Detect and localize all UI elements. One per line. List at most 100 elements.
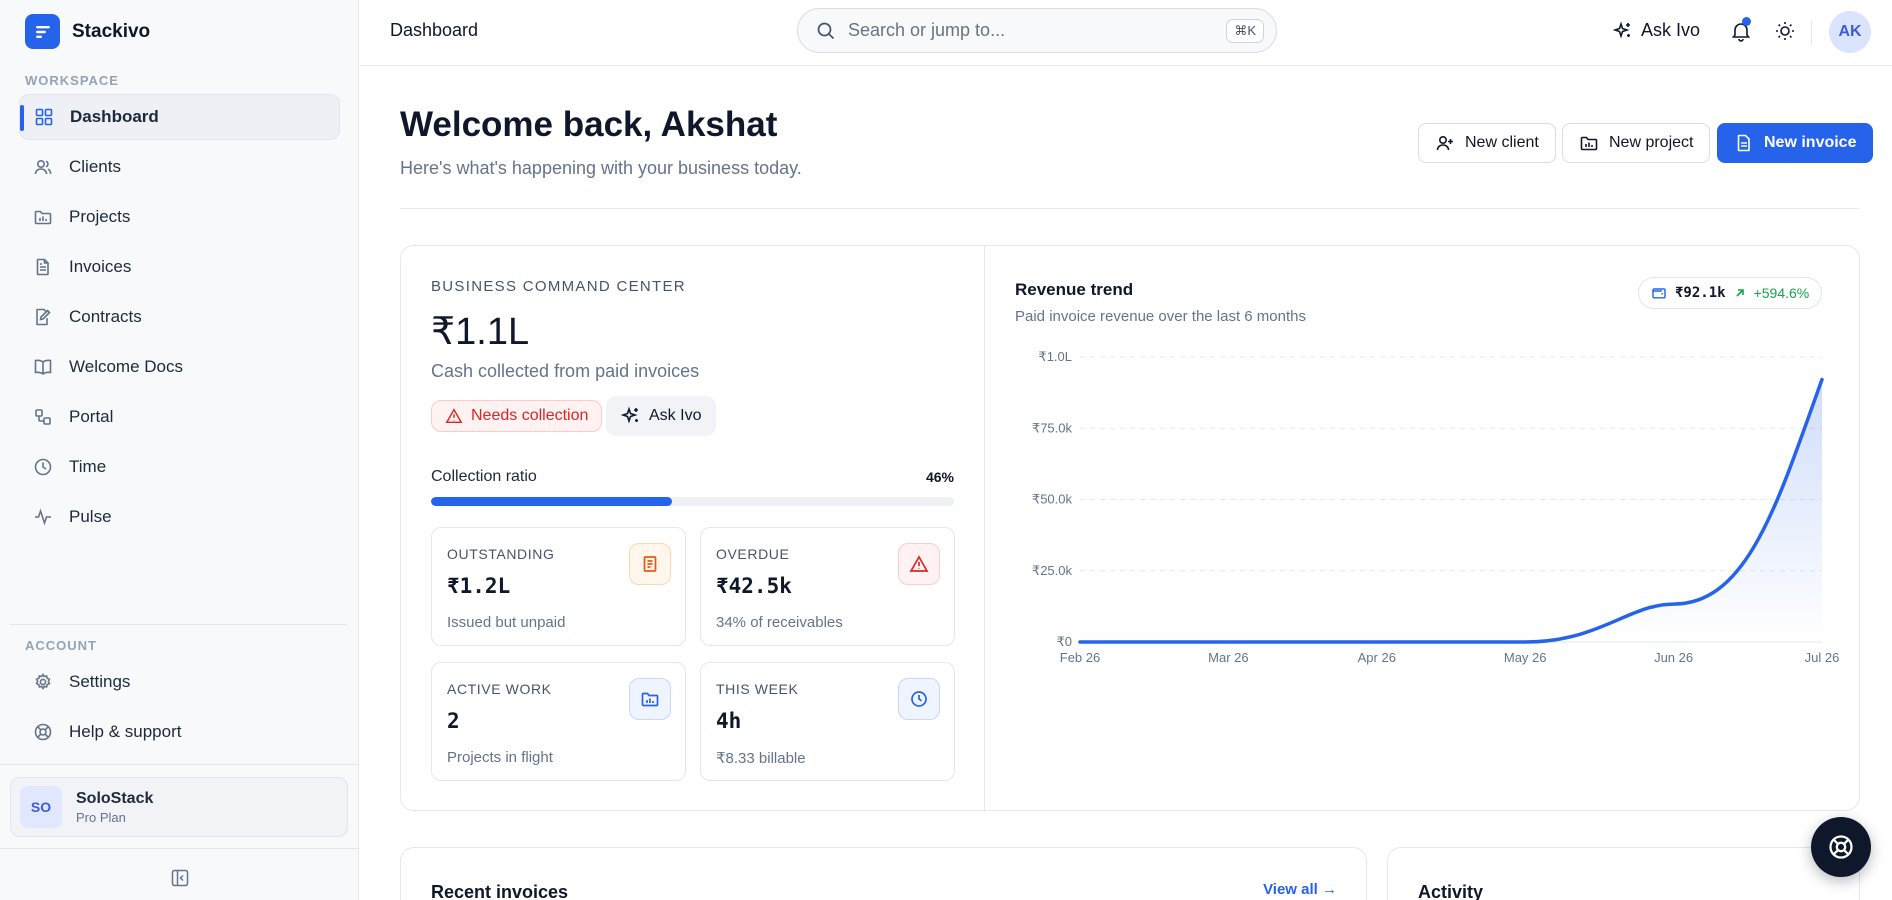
new-client-button[interactable]: New client: [1418, 123, 1556, 163]
sidebar-item-clients[interactable]: Clients: [19, 144, 340, 190]
cash-collected-subtitle: Cash collected from paid invoices: [431, 361, 700, 381]
stat-subtitle: 34% of receivables: [716, 614, 843, 631]
command-center-card: BUSINESS COMMAND CENTER ₹1.1L Cash colle…: [400, 245, 1860, 812]
sidebar-item-pulse[interactable]: Pulse: [19, 494, 340, 540]
ask-ivo-chip[interactable]: Ask Ivo: [606, 396, 717, 436]
chart-x-tick-label: Jun 26: [1654, 650, 1693, 665]
chart-y-tick-label: ₹1.0L: [1038, 349, 1072, 364]
users-icon: [34, 159, 52, 175]
collection-ratio-fill: [431, 497, 672, 506]
stat-label: OVERDUE: [716, 546, 790, 562]
cash-collected-value: ₹1.1L: [431, 311, 530, 353]
brand-logo-icon: [25, 14, 60, 49]
user-avatar[interactable]: AK: [1829, 11, 1871, 53]
file-text-icon: [1737, 134, 1750, 152]
welcome-heading: Welcome back, Akshat: [400, 105, 778, 144]
brand-name: Stackivo: [72, 20, 151, 42]
folder-chart-icon: [1580, 136, 1598, 151]
brand[interactable]: Stackivo: [25, 14, 150, 49]
view-all-link[interactable]: View all →: [1263, 881, 1337, 898]
ask-ivo-button[interactable]: Ask Ivo: [1613, 20, 1700, 41]
dashboard-icon: [35, 108, 53, 126]
sidebar-item-label: Projects: [69, 207, 131, 226]
needs-collection-badge[interactable]: Needs collection: [431, 400, 603, 432]
sidebar-item-contracts[interactable]: Contracts: [19, 294, 340, 340]
sidebar-item-time[interactable]: Time: [19, 444, 340, 490]
chart-y-tick-label: ₹75.0k: [1032, 420, 1073, 435]
sidebar-item-welcome-docs[interactable]: Welcome Docs: [19, 344, 340, 390]
sun-icon[interactable]: [1773, 19, 1797, 43]
new-invoice-label: New invoice: [1764, 134, 1857, 151]
stat-card-active-work[interactable]: ACTIVE WORK 2 Projects in flight: [431, 662, 686, 781]
help-fab-button[interactable]: [1811, 817, 1871, 877]
clock-icon: [898, 678, 940, 720]
user-plus-icon: [1436, 135, 1453, 151]
activity-title: Activity: [1418, 882, 1484, 900]
chart-x-tick-label: Apr 26: [1358, 650, 1396, 665]
stat-label: THIS WEEK: [716, 681, 799, 697]
collection-ratio-value: 46%: [925, 469, 954, 485]
page-title: Dashboard: [390, 20, 479, 40]
sidebar-item-projects[interactable]: Projects: [19, 194, 340, 240]
sidebar-collapse-icon[interactable]: [170, 868, 190, 888]
portal-icon: [35, 409, 51, 425]
chart-x-tick-label: Mar 26: [1208, 650, 1248, 665]
stat-label: ACTIVE WORK: [447, 681, 552, 697]
revenue-summary-value: ₹92.1k: [1675, 285, 1726, 301]
collection-ratio-bar: [431, 497, 954, 506]
chart-x-tick-label: May 26: [1504, 650, 1547, 665]
workspace-nav: Dashboard Clients Projects Invoices Cont…: [19, 94, 340, 544]
sidebar-item-invoices[interactable]: Invoices: [19, 244, 340, 290]
chart-x-tick-label: Jul 26: [1805, 650, 1840, 665]
welcome-subtitle: Here's what's happening with your busine…: [400, 158, 802, 178]
chart-y-tick-label: ₹25.0k: [1032, 563, 1073, 578]
ask-ivo-label: Ask Ivo: [1641, 20, 1701, 40]
recent-invoices-card: Recent invoices View all →: [400, 847, 1367, 900]
revenue-summary-change: +594.6%: [1753, 285, 1810, 301]
sidebar-divider: [0, 848, 359, 849]
lifebuoy-icon: [34, 723, 52, 741]
revenue-trend-chart: ₹0 ₹25.0k ₹50.0k ₹75.0k ₹1.0L Feb 26 Mar 26 Ap…: [1032, 349, 1840, 665]
header-divider: [400, 208, 1859, 209]
file-text-icon: [36, 258, 49, 276]
sidebar-item-label: Time: [69, 457, 107, 476]
search-icon: [817, 22, 835, 39]
sidebar-item-dashboard[interactable]: Dashboard: [19, 94, 340, 140]
search-input[interactable]: [848, 20, 1208, 41]
new-invoice-button[interactable]: New invoice: [1717, 123, 1874, 163]
stat-card-outstanding[interactable]: OUTSTANDING ₹1.2L Issued but unpaid: [431, 527, 686, 646]
pulse-icon: [35, 508, 51, 526]
notification-dot: [1742, 17, 1751, 26]
new-project-button[interactable]: New project: [1562, 123, 1711, 163]
workspace-name: SoloStack: [76, 789, 154, 807]
stat-card-this-week[interactable]: THIS WEEK 4h ₹8.33 billable: [700, 662, 955, 781]
sidebar-item-label: Clients: [69, 157, 121, 176]
workspace-switcher[interactable]: SO SoloStack Pro Plan: [10, 777, 348, 837]
sidebar-item-help-support[interactable]: Help & support: [19, 709, 340, 755]
topbar: Dashboard ⌘K Ask Ivo AK: [360, 0, 1892, 66]
sidebar-item-label: Contracts: [69, 307, 142, 326]
stat-value: ₹1.2L: [447, 574, 511, 598]
file-signature-icon: [36, 308, 51, 326]
stat-card-overdue[interactable]: OVERDUE ₹42.5k 34% of receivables: [700, 527, 955, 646]
lifebuoy-icon: [1829, 835, 1853, 859]
wallet-icon: [1652, 288, 1666, 299]
sidebar-item-label: Portal: [69, 407, 114, 426]
needs-collection-label: Needs collection: [471, 407, 589, 424]
chart-y-tick-label: ₹50.0k: [1032, 492, 1073, 507]
sidebar-item-label: Settings: [69, 672, 131, 691]
sidebar-item-label: Welcome Docs: [69, 357, 183, 376]
sidebar-item-portal[interactable]: Portal: [19, 394, 340, 440]
folder-chart-icon: [629, 678, 671, 720]
alert-triangle-icon: [898, 543, 940, 585]
activity-card: Activity: [1387, 847, 1860, 900]
stat-subtitle: ₹8.33 billable: [716, 750, 806, 767]
search-shortcut-badge: ⌘K: [1226, 19, 1264, 43]
sidebar-item-settings[interactable]: Settings: [19, 659, 340, 705]
clock-icon: [34, 458, 52, 476]
sidebar-item-label: Pulse: [69, 507, 112, 526]
sidebar-item-label: Dashboard: [70, 107, 159, 126]
recent-invoices-title: Recent invoices: [431, 882, 569, 900]
collection-ratio-label: Collection ratio: [431, 468, 537, 485]
search-bar[interactable]: ⌘K: [797, 8, 1277, 53]
